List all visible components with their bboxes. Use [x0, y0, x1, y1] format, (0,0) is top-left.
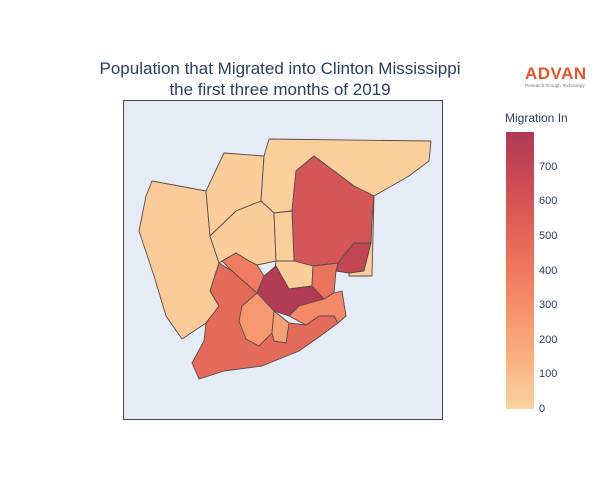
map-title: Population that Migrated into Clinton Mi… — [60, 58, 500, 100]
title-line-1: Population that Migrated into Clinton Mi… — [99, 59, 461, 78]
map-region-south-inner[interactable] — [238, 292, 275, 347]
map-region-south-center[interactable] — [271, 310, 290, 344]
title-line-2: the first three months of 2019 — [169, 80, 391, 99]
map-area — [123, 100, 443, 420]
logo-tagline: Research through Technology — [525, 83, 585, 88]
colorbar-tick-label: 700 — [539, 160, 558, 173]
colorbar-gradient — [506, 132, 534, 409]
map-region-east-small-2[interactable] — [288, 290, 347, 326]
map-region-center-north[interactable] — [273, 210, 295, 262]
colorbar-tick-label: 300 — [539, 299, 558, 312]
advan-logo: ADVAN Research through Technology — [525, 65, 589, 89]
map-regions — [138, 138, 432, 380]
colorbar-tick-label: 400 — [539, 264, 558, 277]
colorbar-tick-label: 200 — [539, 333, 558, 346]
colorbar — [506, 132, 534, 409]
map-region-center-left[interactable] — [221, 252, 265, 294]
choropleth-map — [138, 138, 432, 380]
colorbar-tick-label: 0 — [539, 403, 546, 415]
colorbar-title: Migration In — [505, 111, 568, 125]
logo-wordmark: ADVAN — [525, 64, 587, 83]
colorbar-tick-label: 100 — [539, 368, 558, 381]
colorbar-tick-label: 500 — [539, 229, 558, 242]
colorbar-tick-label: 600 — [539, 195, 558, 208]
map-region-east-edge[interactable] — [348, 195, 375, 277]
